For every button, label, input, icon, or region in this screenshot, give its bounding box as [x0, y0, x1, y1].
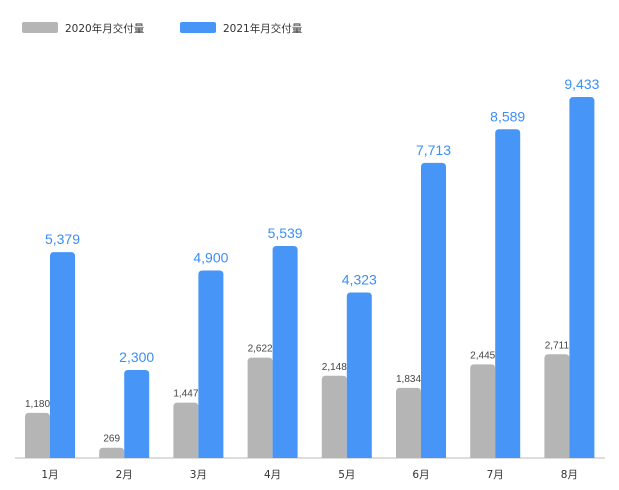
bar-2020-1: [25, 412, 50, 458]
data-label-2020-5: 2,148: [322, 362, 347, 373]
data-label-2021-3: 4,900: [193, 249, 228, 265]
x-tick-label-5: 5月: [338, 469, 355, 481]
bars-group: 1,180 5,379 269 2,300 1,447 4,900 2,622 5,539 2,…: [25, 76, 600, 459]
bar-2020-4: [247, 357, 273, 458]
data-label-2020-7: 2,445: [470, 350, 495, 361]
data-label-2021-8: 9,433: [564, 76, 599, 92]
x-tick-label-3: 3月: [190, 469, 207, 481]
x-tick-label-7: 7月: [487, 469, 504, 481]
legend-label-2021: 2021年月交付量: [223, 22, 303, 35]
data-label-2021-4: 5,539: [268, 225, 303, 241]
data-label-2020-1: 1,180: [25, 399, 50, 410]
bar-2021-5: [346, 292, 372, 458]
bar-2020-8: [544, 354, 570, 458]
bar-2021-3: [198, 270, 224, 458]
legend: 2020年月交付量 2021年月交付量: [22, 22, 303, 35]
data-label-2020-3: 1,447: [173, 389, 198, 400]
bar-2021-1: [50, 252, 75, 458]
bar-2020-5: [321, 375, 347, 458]
data-label-2021-6: 7,713: [416, 142, 451, 158]
bar-2020-3: [173, 402, 199, 458]
x-tick-label-6: 6月: [412, 469, 429, 481]
data-label-2020-4: 2,622: [248, 344, 273, 355]
legend-swatch-2020: [22, 22, 58, 33]
data-label-2020-2: 269: [103, 434, 120, 445]
x-tick-label-1: 1月: [41, 469, 58, 481]
legend-swatch-2021: [180, 22, 216, 33]
legend-label-2020: 2020年月交付量: [65, 22, 145, 35]
bar-2021-7: [495, 129, 521, 458]
x-tick-label-2: 2月: [116, 469, 133, 481]
data-label-2021-7: 8,589: [490, 108, 525, 124]
bar-2021-2: [124, 369, 150, 458]
bar-2021-4: [272, 246, 298, 458]
data-label-2020-6: 1,834: [396, 374, 421, 385]
data-label-2021-1: 5,379: [45, 231, 80, 247]
bar-2021-6: [421, 162, 446, 459]
bar-2020-6: [396, 387, 421, 458]
data-label-2021-5: 4,323: [342, 272, 377, 288]
x-tick-label-4: 4月: [264, 469, 281, 481]
x-axis-ticks: 1月 2月 3月 4月 5月 6月 7月 8月: [41, 469, 578, 481]
x-tick-label-8: 8月: [561, 469, 578, 481]
bar-2020-2: [99, 447, 125, 458]
data-label-2021-2: 2,300: [119, 349, 154, 365]
bar-2020-7: [470, 364, 496, 458]
data-label-2020-8: 2,711: [545, 340, 570, 351]
bar-2021-8: [569, 97, 595, 458]
